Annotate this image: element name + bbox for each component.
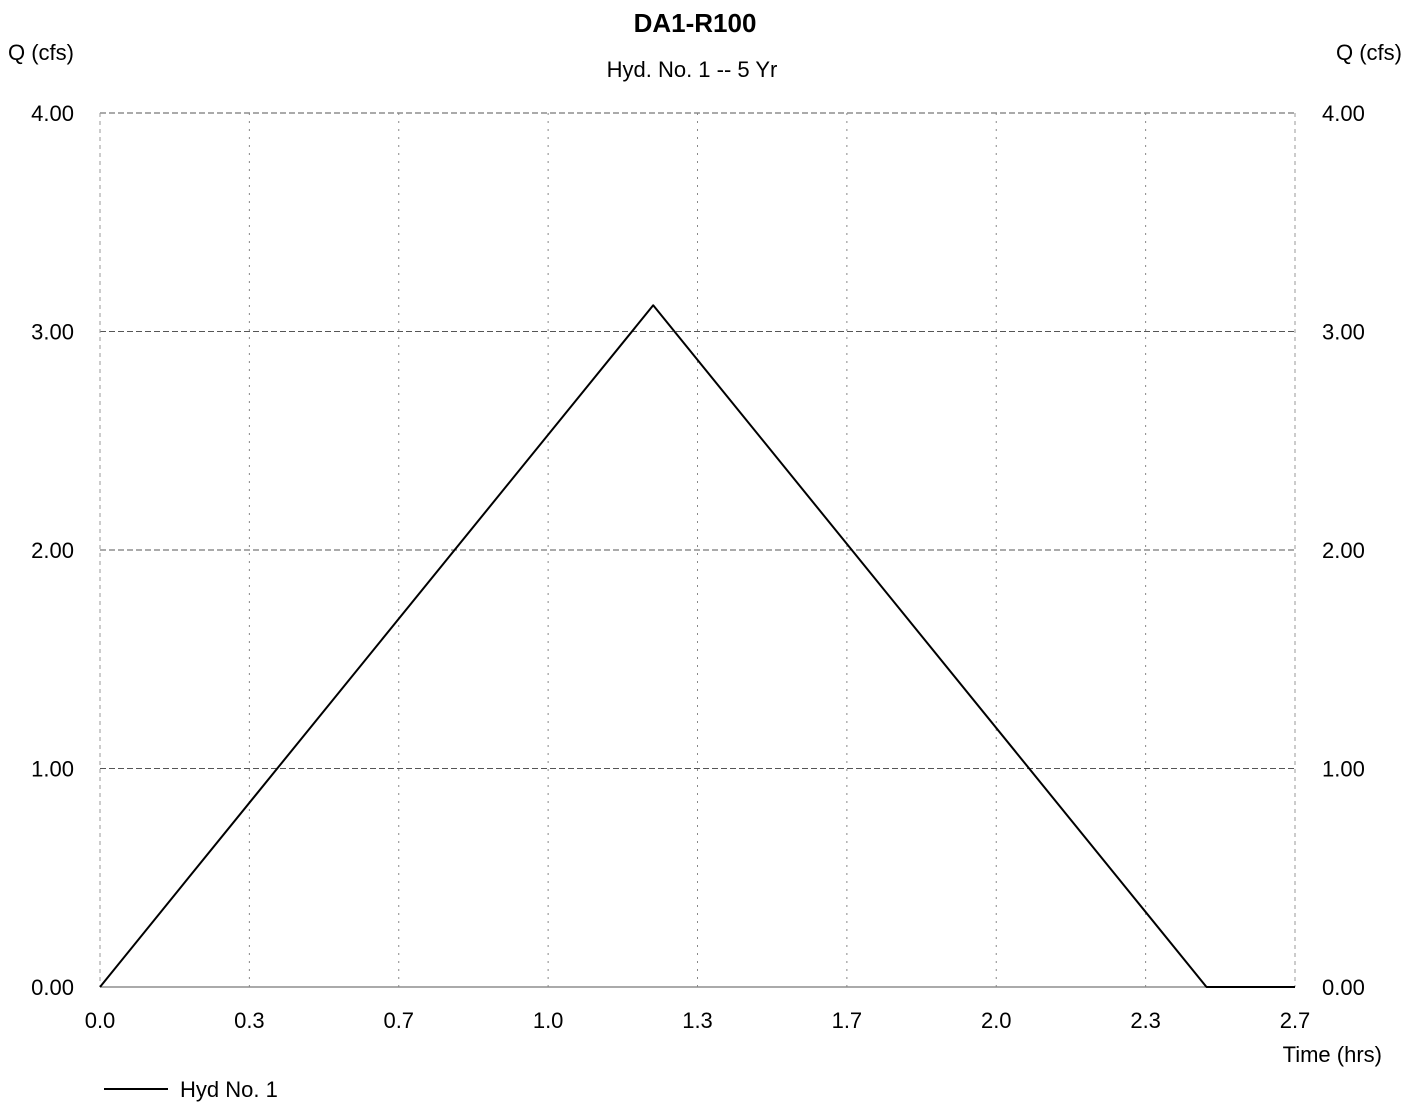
y-tick-label-right: 2.00 — [1322, 538, 1365, 563]
x-tick-label: 0.3 — [234, 1008, 265, 1033]
y-axis-label-left: Q (cfs) — [8, 40, 74, 65]
x-tick-label: 1.0 — [533, 1008, 564, 1033]
y-tick-label-left: 3.00 — [31, 320, 74, 345]
x-tick-label: 2.3 — [1130, 1008, 1161, 1033]
series-group — [99, 304, 1295, 988]
x-tick-label: 0.0 — [85, 1008, 116, 1033]
y-tick-label-right: 4.00 — [1322, 101, 1365, 126]
x-axis-label: Time (hrs) — [1283, 1042, 1382, 1067]
y-tick-label-right: 1.00 — [1322, 757, 1365, 782]
y-axis-label-right: Q (cfs) — [1336, 40, 1402, 65]
x-tick-label: 1.3 — [682, 1008, 713, 1033]
x-tick-label: 2.7 — [1280, 1008, 1311, 1033]
legend: Hyd No. 1 — [104, 1077, 278, 1102]
y-tick-label-left: 4.00 — [31, 101, 74, 126]
y-tick-label-right: 0.00 — [1322, 975, 1365, 1000]
x-tick-label: 2.0 — [981, 1008, 1012, 1033]
series-line-hyd-no-1 — [99, 304, 1295, 988]
grid-lines — [99, 112, 1296, 988]
legend-label: Hyd No. 1 — [180, 1077, 278, 1102]
chart-title: DA1-R100 — [634, 8, 757, 38]
y-tick-label-left: 1.00 — [31, 757, 74, 782]
y-tick-label-left: 0.00 — [31, 975, 74, 1000]
tick-labels: 0.00 0.00 1.00 1.00 2.00 2.00 3.00 3.00 4.00 4.00… — [31, 101, 1365, 1033]
x-tick-label: 1.7 — [832, 1008, 863, 1033]
y-tick-label-left: 2.00 — [31, 538, 74, 563]
x-tick-label: 0.7 — [383, 1008, 414, 1033]
chart-subtitle: Hyd. No. 1 -- 5 Yr — [607, 57, 778, 82]
y-tick-label-right: 3.00 — [1322, 320, 1365, 345]
